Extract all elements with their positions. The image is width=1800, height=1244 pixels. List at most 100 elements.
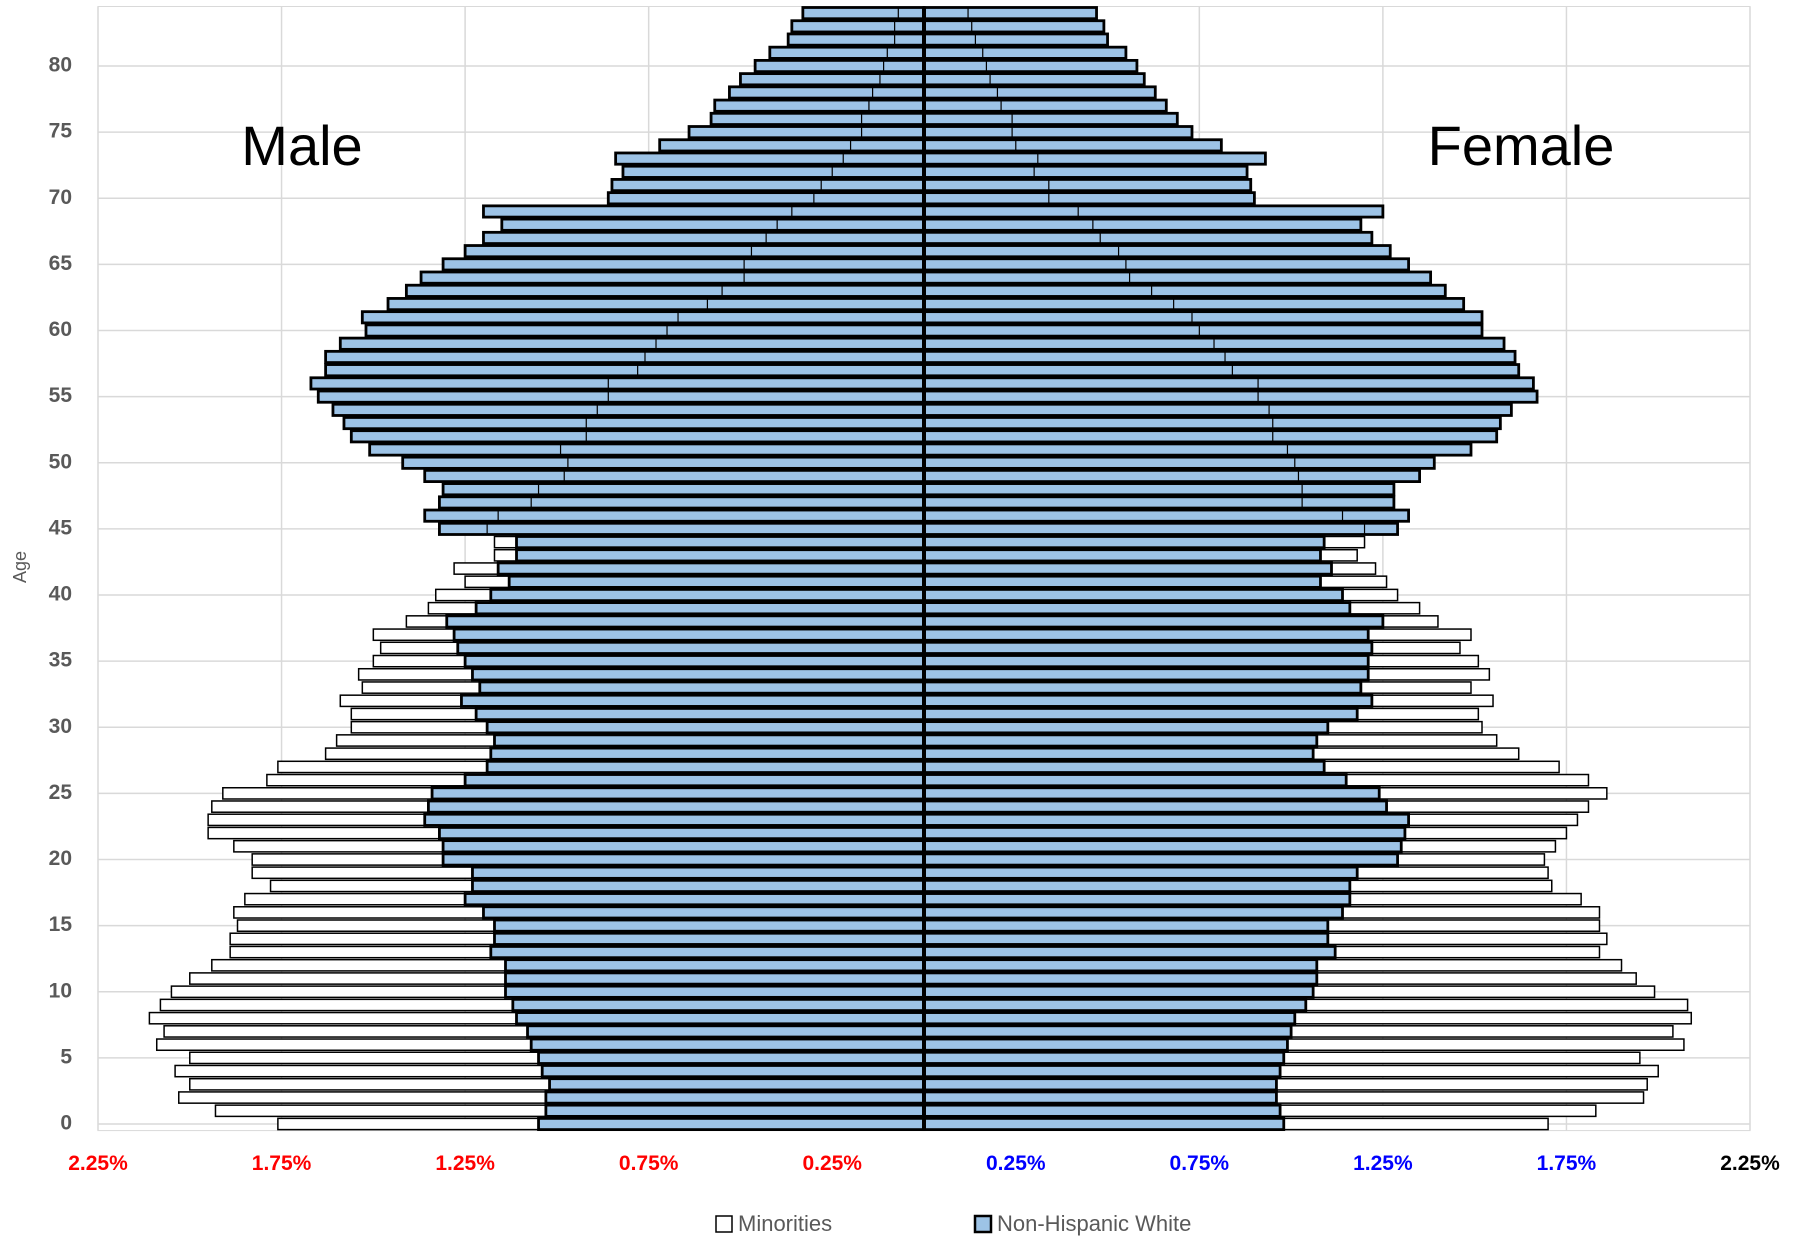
nhw-bar xyxy=(922,1116,1286,1132)
nhw-bar xyxy=(922,310,1484,325)
nhw-bar xyxy=(441,482,926,497)
nhw-bar xyxy=(922,984,1315,999)
nhw-bar xyxy=(922,482,1396,497)
nhw-bar xyxy=(423,812,926,827)
nhw-bar xyxy=(922,958,1319,973)
nhw-bar xyxy=(922,98,1168,113)
nhw-bar xyxy=(922,601,1352,616)
nhw-bar xyxy=(922,693,1374,708)
nhw-bar xyxy=(922,905,1344,920)
nhw-bar xyxy=(419,270,926,285)
nhw-bar xyxy=(496,561,926,576)
x-tick-label: 0.25% xyxy=(986,1152,1046,1175)
nhw-bar xyxy=(401,455,926,470)
nhw-bar xyxy=(922,997,1308,1012)
nhw-bar xyxy=(474,601,926,616)
nhw-bar xyxy=(922,1103,1282,1118)
nhw-bar xyxy=(548,1077,926,1092)
y-tick-label: 40 xyxy=(49,583,72,606)
nhw-bar xyxy=(922,852,1399,867)
nhw-bar xyxy=(922,111,1179,126)
nhw-bar xyxy=(922,416,1502,431)
nhw-bar xyxy=(922,799,1388,814)
nhw-bar xyxy=(922,535,1326,550)
nhw-bar xyxy=(922,257,1410,272)
nhw-bar xyxy=(922,402,1513,417)
nhw-bar xyxy=(423,468,926,483)
nhw-bar xyxy=(474,707,926,722)
y-tick-label: 15 xyxy=(49,913,73,936)
nhw-bar xyxy=(614,151,926,166)
nhw-bar xyxy=(713,98,926,113)
nhw-bar xyxy=(922,270,1433,285)
nhw-bar xyxy=(922,468,1422,483)
nhw-bar xyxy=(922,892,1352,907)
nhw-bar xyxy=(786,32,926,47)
nhw-bar xyxy=(922,587,1344,603)
nhw-bar xyxy=(386,297,926,312)
nhw-bar xyxy=(922,667,1370,682)
nhw-bar xyxy=(922,323,1484,338)
y-tick-label: 50 xyxy=(49,450,72,473)
y-tick-label: 75 xyxy=(49,120,73,143)
nhw-bar xyxy=(610,178,926,193)
nhw-bar xyxy=(463,244,926,259)
nhw-bar xyxy=(922,945,1337,960)
nhw-bar xyxy=(489,746,926,761)
nhw-bar xyxy=(485,720,926,735)
nhw-bar xyxy=(922,826,1407,841)
nhw-bar xyxy=(922,1024,1293,1039)
nhw-bar xyxy=(529,1037,926,1052)
nhw-bar xyxy=(922,627,1370,642)
nhw-bar xyxy=(540,1064,926,1079)
nhw-bar xyxy=(349,429,926,444)
nhw-bar xyxy=(922,720,1330,735)
y-axis-label: Age xyxy=(10,551,30,583)
nhw-bar xyxy=(922,283,1447,298)
nhw-bar xyxy=(493,733,926,748)
nhw-bar xyxy=(621,164,926,179)
x-tick-label: 1.75% xyxy=(1537,1152,1597,1175)
nhw-bar xyxy=(463,892,926,907)
nhw-bar xyxy=(753,58,926,74)
nhw-bar xyxy=(504,958,926,973)
nhw-bar xyxy=(922,164,1249,179)
nhw-bar xyxy=(426,799,926,814)
nhw-bar xyxy=(478,680,926,695)
y-tick-label: 0 xyxy=(60,1112,72,1135)
nhw-bar xyxy=(922,574,1322,589)
nhw-bar xyxy=(922,495,1396,510)
y-tick-label: 35 xyxy=(49,649,73,672)
nhw-bar xyxy=(922,191,1256,206)
nhw-bar xyxy=(709,111,926,126)
y-tick-label: 5 xyxy=(60,1045,72,1068)
nhw-bar xyxy=(922,918,1330,933)
x-tick-label: 0.75% xyxy=(1170,1152,1230,1175)
nhw-bar xyxy=(922,1011,1297,1026)
nhw-bar xyxy=(511,997,926,1012)
nhw-bar xyxy=(463,773,926,788)
nhw-bar xyxy=(438,521,926,536)
nhw-bar xyxy=(489,587,926,603)
nhw-bar xyxy=(515,548,926,563)
x-tick-label: 1.25% xyxy=(1353,1152,1413,1175)
nhw-bar xyxy=(500,217,926,232)
nhw-bar xyxy=(423,508,926,523)
y-tick-label: 20 xyxy=(49,847,72,870)
nhw-bar xyxy=(801,6,926,21)
nhw-bar xyxy=(922,865,1359,880)
nhw-bar xyxy=(922,151,1267,166)
y-tick-label: 55 xyxy=(49,384,73,407)
nhw-bar xyxy=(739,72,926,87)
nhw-bar xyxy=(331,402,926,417)
nhw-bar xyxy=(482,230,926,245)
nhw-bar xyxy=(922,614,1385,629)
nhw-bar xyxy=(441,839,926,854)
legend-swatch xyxy=(715,1215,733,1233)
nhw-bar xyxy=(922,45,1128,60)
nhw-bar xyxy=(922,376,1535,391)
nhw-bar xyxy=(460,693,926,708)
legend-label: Minorities xyxy=(738,1211,832,1236)
nhw-bar xyxy=(482,905,926,920)
nhw-bar xyxy=(922,217,1363,232)
